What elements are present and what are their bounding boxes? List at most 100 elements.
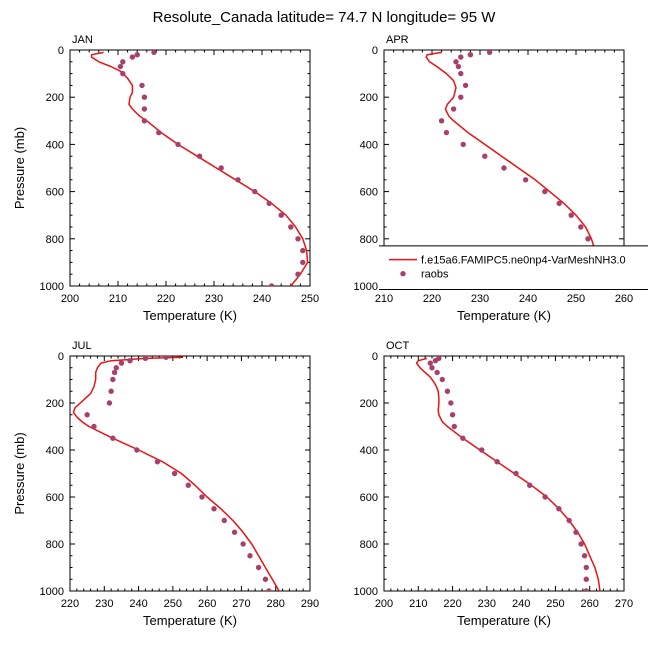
raobs-point xyxy=(175,141,181,148)
raobs-point xyxy=(154,459,161,465)
raobs-point xyxy=(460,141,466,148)
raobs-point xyxy=(458,94,464,100)
x-axis-label: Temperature (K) xyxy=(143,308,237,323)
y-tick-label: 200 xyxy=(360,92,378,104)
raobs-point xyxy=(585,236,591,242)
panel-label-oct: OCT xyxy=(386,340,410,352)
y-tick-label: 200 xyxy=(46,92,64,104)
raobs-point xyxy=(118,360,125,366)
raobs-point xyxy=(427,360,433,366)
raobs-point xyxy=(451,423,457,430)
raobs-point xyxy=(120,59,126,65)
raobs-point xyxy=(141,106,148,112)
y-tick-label: 0 xyxy=(58,351,64,363)
raobs-point xyxy=(196,153,203,159)
raobs-point xyxy=(117,63,124,70)
raobs-point xyxy=(578,224,584,230)
x-tick-label: 280 xyxy=(267,598,285,610)
raobs-point xyxy=(199,494,205,500)
raobs-point xyxy=(556,200,562,207)
raobs-point xyxy=(438,118,445,124)
x-tick-label: 240 xyxy=(519,293,537,305)
raobs-point xyxy=(235,177,241,183)
raobs-point xyxy=(432,358,439,364)
panel-label-apr: APR xyxy=(386,34,409,46)
y-tick-label: 600 xyxy=(46,187,64,199)
y-tick-label: 0 xyxy=(372,351,378,363)
raobs-point xyxy=(110,435,116,441)
raobs-point xyxy=(218,165,224,171)
y-tick-label: 200 xyxy=(360,398,378,410)
raobs-point xyxy=(127,358,133,364)
panel-jul: JUL 220 230 240 250 260 270 280 290 0 200 400 600 800… xyxy=(12,340,319,628)
raobs-point xyxy=(231,529,238,535)
raobs-point xyxy=(247,553,253,559)
raobs-point xyxy=(573,529,579,535)
x-tick-label: 290 xyxy=(301,598,319,610)
raobs-point xyxy=(134,52,140,58)
y-tick-label: 0 xyxy=(58,45,64,57)
legend-obs-label: raobs xyxy=(421,269,449,281)
raobs-point xyxy=(266,588,272,591)
x-axis-label: Temperature (K) xyxy=(143,613,237,628)
raobs-point xyxy=(448,400,454,406)
panel-oct: OCT 200 210 220 230 240 250 260 270 0 200 400 600 800… xyxy=(354,340,634,628)
raobs-point xyxy=(142,356,149,362)
y-tick-label: 1000 xyxy=(40,281,64,293)
y-tick-label: 800 xyxy=(46,234,64,246)
raobs-point xyxy=(268,283,275,286)
raobs-point xyxy=(266,200,272,207)
raobs-point xyxy=(278,212,284,218)
raobs-point xyxy=(522,177,529,183)
raobs-point xyxy=(460,435,466,441)
x-tick-label: 260 xyxy=(198,598,216,610)
raobs-point xyxy=(156,129,162,136)
raobs-point xyxy=(501,165,507,171)
y-tick-label: 200 xyxy=(46,398,64,410)
y-tick-label: 400 xyxy=(360,139,378,151)
y-tick-label: 400 xyxy=(360,445,378,457)
panel-apr: APR 210 220 230 240 250 260 0 200 400 600 800 1000 Te… xyxy=(354,34,648,323)
raobs-point xyxy=(444,388,451,394)
raobs-point xyxy=(566,517,572,524)
raobs-point xyxy=(453,59,459,65)
x-tick-label: 270 xyxy=(615,598,633,610)
x-tick-label: 230 xyxy=(471,293,489,305)
y-tick-label: 1000 xyxy=(354,586,378,598)
raobs-point xyxy=(450,106,457,112)
raobs-point xyxy=(578,541,584,547)
raobs-point xyxy=(513,470,519,477)
y-tick-label: 600 xyxy=(46,492,64,504)
x-tick-label: 220 xyxy=(61,598,79,610)
x-axis-label: Temperature (K) xyxy=(457,308,551,323)
x-tick-label: 220 xyxy=(423,293,441,305)
raobs-point xyxy=(113,365,119,371)
raobs-point xyxy=(252,188,258,195)
x-tick-label: 240 xyxy=(253,293,271,305)
panels-container: JAN 200 210 220 230 240 250 0 200 400 600 800 1000 Te… xyxy=(12,34,648,628)
raobs-point xyxy=(455,63,462,70)
raobs-point xyxy=(141,118,148,124)
figure-title: Resolute_Canada latitude= 74.7 N longitu… xyxy=(153,9,497,26)
raobs-point xyxy=(120,70,126,77)
x-tick-label: 270 xyxy=(232,598,250,610)
raobs-point xyxy=(494,459,500,465)
x-tick-label: 220 xyxy=(443,598,461,610)
raobs-point xyxy=(288,224,294,230)
legend-background xyxy=(379,245,648,290)
raobs-point xyxy=(583,588,589,591)
raobs-point xyxy=(262,576,269,582)
raobs-point xyxy=(482,153,488,159)
raobs-point xyxy=(527,482,533,488)
raobs-point xyxy=(479,447,485,453)
y-tick-label: 400 xyxy=(46,139,64,151)
raobs-point xyxy=(458,70,464,77)
raobs-point xyxy=(129,54,136,60)
x-tick-label: 220 xyxy=(157,293,175,305)
raobs-point xyxy=(240,541,246,547)
x-tick-label: 210 xyxy=(409,598,427,610)
x-tick-label: 200 xyxy=(375,598,393,610)
y-tick-label: 800 xyxy=(360,539,378,551)
raobs-point xyxy=(295,236,301,242)
